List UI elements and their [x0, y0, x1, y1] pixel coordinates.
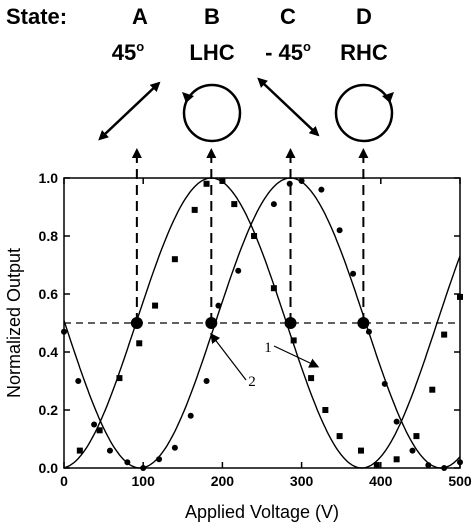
crossing-marker [284, 317, 297, 329]
data-point-square [457, 293, 463, 300]
state-b-polarization: LHC [189, 40, 234, 65]
data-point-square [76, 447, 83, 454]
data-point-square [270, 285, 277, 292]
data-point-square [152, 302, 159, 309]
data-point-square [191, 206, 198, 213]
data-point-circle [124, 459, 131, 466]
state-a-polarization: 45o [112, 39, 144, 65]
data-point-square [393, 456, 400, 463]
state-c-degree: o [303, 39, 311, 54]
data-point-circle [336, 227, 343, 234]
y-tick-label: 0.4 [39, 344, 59, 360]
crossing-marker [357, 317, 370, 329]
data-point-circle [140, 465, 147, 471]
crossing-marker [205, 317, 218, 329]
data-point-circle [393, 418, 400, 425]
data-point-circle [203, 378, 210, 384]
data-point-square [171, 256, 178, 263]
data-point-square [308, 375, 315, 382]
state-c-polarization: - 45o [265, 39, 311, 65]
curve-label-arrow [273, 345, 320, 368]
x-tick-label: 0 [60, 473, 68, 489]
data-point-circle [457, 459, 463, 466]
data-point-circle [365, 328, 372, 335]
y-tick-label: 1.0 [39, 170, 59, 186]
fit-curve-1 [63, 177, 461, 469]
data-point-square [96, 427, 103, 434]
data-point-circle [106, 447, 113, 454]
y-axis-title: Normalized Output [4, 248, 24, 398]
curve-label-1: 1 [264, 340, 272, 356]
data-point-circle [61, 328, 67, 335]
data-point-circle [187, 412, 194, 419]
data-point-circle [298, 177, 305, 184]
x-tick-label: 200 [211, 473, 235, 489]
data-point-circle [350, 270, 357, 277]
data-point-circle [156, 456, 163, 463]
state-d-polarization: RHC [340, 40, 388, 65]
fit-curve-2 [63, 177, 461, 469]
state-c-letter: C [280, 4, 296, 29]
y-tick-label: 0.2 [39, 402, 59, 418]
data-point-square [116, 375, 123, 382]
curve-label-2: 2 [248, 374, 256, 390]
crossing-marker [130, 317, 143, 329]
data-point-circle [75, 378, 82, 384]
state-b-letter: B [204, 4, 220, 29]
x-tick-label: 100 [132, 473, 156, 489]
data-point-square [413, 433, 420, 440]
data-point-circle [270, 201, 277, 208]
data-point-circle [441, 465, 448, 471]
data-point-circle [381, 380, 388, 387]
data-point-square [219, 177, 226, 184]
data-point-square [231, 201, 238, 208]
x-tick-label: 500 [448, 473, 472, 489]
state-d-circle-icon [334, 83, 394, 143]
y-tick-label: 0.8 [39, 228, 59, 244]
data-point-circle [425, 462, 432, 469]
x-tick-label: 300 [290, 473, 314, 489]
state-a-letter: A [132, 4, 148, 29]
x-tick-label: 400 [369, 473, 393, 489]
state-a-double-arrow-icon [98, 81, 161, 141]
x-axis-title: Applied Voltage (V) [185, 502, 339, 522]
data-point-square [358, 447, 364, 454]
data-point-square [441, 331, 448, 338]
state-c-double-arrow-icon [257, 77, 320, 137]
state-d-letter: D [356, 4, 372, 29]
data-point-circle [235, 267, 242, 274]
data-point-square [136, 340, 143, 347]
data-point-circle [171, 444, 178, 451]
data-point-circle [251, 233, 258, 239]
data-point-square [322, 407, 329, 413]
state-a-degree: o [136, 39, 144, 54]
curve-label-arrow [210, 333, 247, 381]
data-point-square [203, 180, 210, 187]
data-point-square [290, 337, 297, 344]
data-point-circle [91, 421, 98, 428]
y-tick-label: 0.6 [39, 286, 59, 302]
data-point-circle [409, 447, 416, 454]
data-point-circle [215, 302, 222, 309]
state-b-circle-icon [182, 83, 242, 143]
data-point-square [373, 462, 380, 469]
data-point-square [429, 386, 436, 393]
y-tick-label: 0.0 [39, 460, 59, 476]
state-row-label: State: [6, 4, 67, 29]
data-point-circle [318, 186, 325, 193]
data-point-circle [286, 180, 293, 187]
data-point-square [336, 433, 343, 440]
